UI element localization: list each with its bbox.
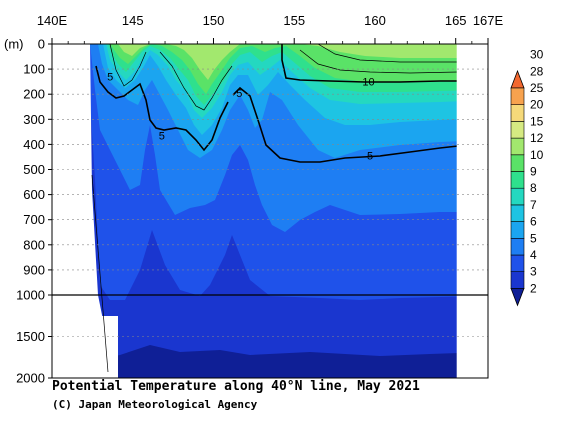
bottom-outline: [91, 174, 109, 373]
colorbar-swatch: [510, 121, 525, 139]
layer-12-15: [118, 44, 488, 80]
colorbar-label: 25: [530, 81, 544, 95]
y-tick-label: 2000: [16, 371, 45, 386]
colorbar-swatch: [510, 271, 525, 289]
colorbar-swatch: [510, 221, 525, 239]
contour-thin-1: [109, 44, 147, 87]
contour-label-5: 5: [159, 131, 165, 143]
colorbar-label: 12: [530, 131, 544, 145]
colorbar-label: 6: [530, 215, 537, 229]
colorbar-label: 5: [530, 231, 537, 245]
contour-label-5: 5: [236, 88, 242, 100]
contour-label-5: 5: [367, 151, 373, 163]
chart-title: Potential Temperature along 40°N line, M…: [52, 379, 420, 394]
colorbar-top-arrow: [510, 69, 525, 89]
no-data-shelf: [101, 316, 118, 378]
no-data-east: [456, 44, 488, 378]
plot-frame: [51, 43, 489, 379]
x-tick-label: 165: [445, 13, 467, 28]
contour-10: [281, 44, 458, 83]
contour-5-west: [95, 65, 229, 152]
y-unit-label: (m): [4, 37, 24, 52]
colorbar-label: 30: [530, 48, 544, 62]
colorbar-swatch: [510, 204, 525, 222]
colorbar-label: 15: [530, 114, 544, 128]
contour-label-10: 10: [362, 77, 374, 89]
colorbar-label: 28: [530, 64, 544, 78]
x-tick-label: 140E: [37, 13, 68, 28]
colorbar-swatch: [510, 87, 525, 106]
colorbar-label: 2: [530, 281, 537, 295]
y-tick-label: 1500: [16, 329, 45, 344]
contour-label-5: 5: [107, 72, 113, 84]
x-tick-label: 160: [364, 13, 386, 28]
colorbar-label: 7: [530, 198, 537, 212]
colorbar-label: 10: [530, 148, 544, 162]
x-tick-label: 155: [283, 13, 305, 28]
y-tick-label: 900: [23, 262, 45, 277]
colorbar-swatch: [510, 104, 525, 122]
colorbar: 2 3 4 5 6 7 8 9 10 12 15 20 25 28 30: [510, 48, 544, 307]
colorbar-swatch: [510, 137, 525, 156]
colorbar-swatch: [510, 254, 525, 273]
y-tick-label: 400: [23, 137, 45, 152]
colorbar-swatch: [510, 187, 525, 206]
contour-5-main: [232, 86, 459, 163]
colorbar-label: 8: [530, 181, 537, 195]
colorbar-label: 9: [530, 165, 537, 179]
y-tick-label: 700: [23, 212, 45, 227]
contour-thin-2: [159, 51, 233, 111]
y-tick-label: 500: [23, 162, 45, 177]
colorbar-label: 20: [530, 98, 544, 112]
contour-thin-4: [317, 44, 458, 63]
colorbar-swatch: [510, 171, 525, 189]
y-tick-label: 800: [23, 237, 45, 252]
colorbar-swatch: [510, 238, 525, 256]
colorbar-label: 4: [530, 248, 537, 262]
colorbar-bottom-arrow: [510, 288, 525, 307]
y-tick-label: 100: [23, 62, 45, 77]
contour-thin-3: [299, 49, 459, 74]
y-tick-label: 1000: [16, 288, 45, 303]
y-tick-label: 200: [23, 87, 45, 102]
x-tick-label: 150: [203, 13, 225, 28]
y-tick-label: 300: [23, 112, 45, 127]
y-tick-label: 600: [23, 187, 45, 202]
y-tick-label: 0: [38, 37, 45, 52]
colorbar-swatch: [510, 154, 525, 172]
x-tick-label: 167E: [473, 13, 504, 28]
colorbar-label: 3: [530, 265, 537, 279]
x-tick-label: 145: [122, 13, 144, 28]
chart-credit: (C) Japan Meteorological Agency: [52, 398, 258, 411]
